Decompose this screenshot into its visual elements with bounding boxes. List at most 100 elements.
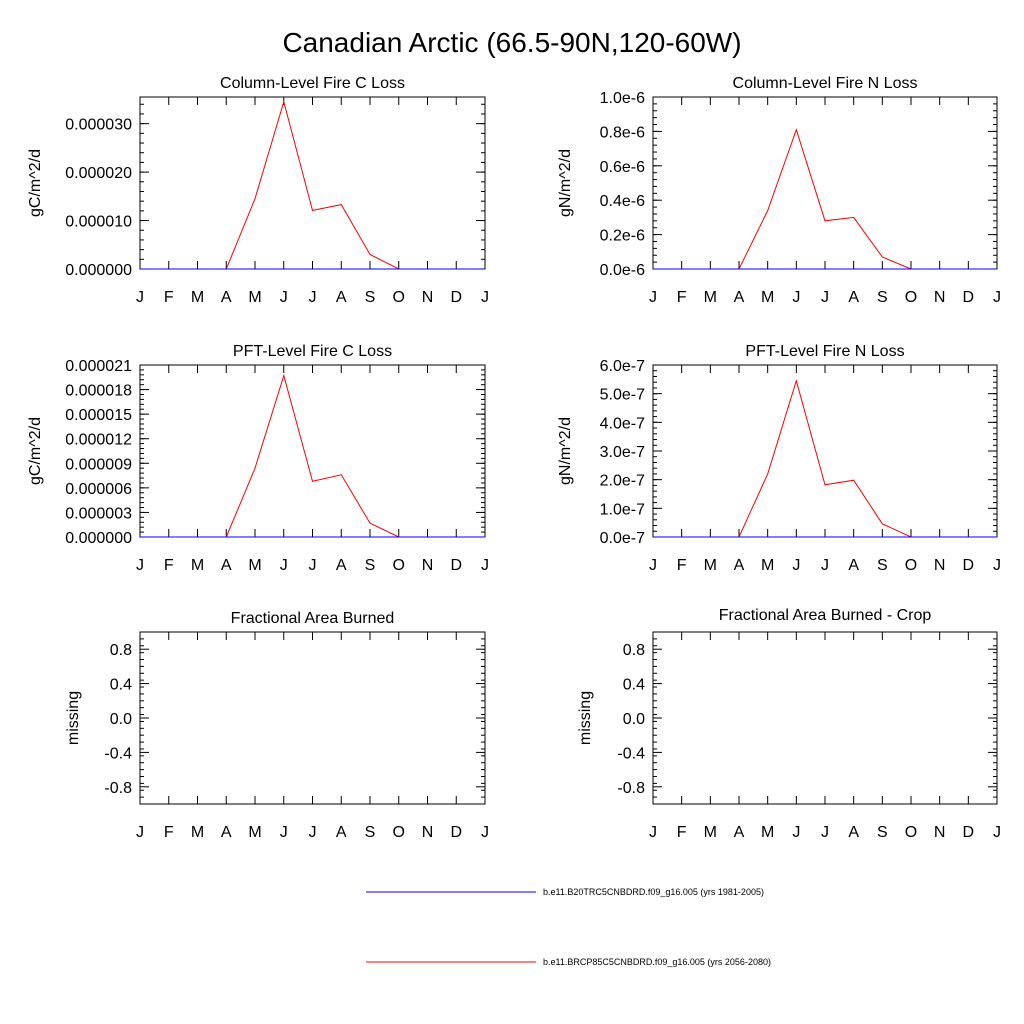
x-tick-label: F <box>164 824 174 841</box>
y-tick-label: 0.0 <box>623 711 645 728</box>
x-tick-label: J <box>280 557 288 574</box>
x-tick-label: D <box>450 557 462 574</box>
y-tick-label: 5.0e-7 <box>600 387 645 404</box>
x-tick-label: J <box>792 824 800 841</box>
x-tick-label: M <box>191 557 204 574</box>
panel-title: Column-Level Fire N Loss <box>733 75 918 92</box>
legend-entry: b.e11.B20TRC5CNBDRD.f09_g16.005 (yrs 198… <box>366 887 764 897</box>
x-tick-label: S <box>365 824 376 841</box>
x-tick-label: A <box>848 557 859 574</box>
y-tick-label: 0.4e-6 <box>600 193 645 210</box>
x-tick-label: J <box>481 824 489 841</box>
y-axis-label: gN/m^2/d <box>557 417 574 485</box>
series-line <box>140 99 485 270</box>
series-line <box>653 128 997 270</box>
x-tick-label: A <box>221 557 232 574</box>
y-tick-label: 0.000000 <box>65 262 132 279</box>
x-tick-label: O <box>393 824 405 841</box>
x-tick-label: S <box>365 289 376 306</box>
x-tick-label: J <box>309 824 317 841</box>
x-tick-label: F <box>164 557 174 574</box>
y-tick-label: 0.8 <box>110 642 132 659</box>
y-tick-label: 0.4 <box>110 677 132 694</box>
y-tick-label: 0.000012 <box>65 432 132 449</box>
y-tick-label: 2.0e-7 <box>600 473 645 490</box>
series-line <box>653 379 997 538</box>
x-tick-label: J <box>136 824 144 841</box>
x-tick-label: M <box>191 289 204 306</box>
x-tick-label: D <box>963 289 975 306</box>
x-tick-label: D <box>963 557 975 574</box>
x-tick-label: J <box>649 289 657 306</box>
x-tick-label: O <box>905 289 917 306</box>
legend-entry: b.e11.BRCP85C5CNBDRD.f09_g16.005 (yrs 20… <box>366 957 771 967</box>
x-tick-label: N <box>422 289 434 306</box>
x-tick-label: O <box>905 824 917 841</box>
legend-label: b.e11.BRCP85C5CNBDRD.f09_g16.005 (yrs 20… <box>543 957 771 967</box>
y-axis-label: missing <box>65 691 82 745</box>
y-tick-label: 0.000015 <box>65 407 132 424</box>
y-axis-label: gC/m^2/d <box>27 417 44 485</box>
x-tick-label: J <box>136 557 144 574</box>
x-tick-label: S <box>365 557 376 574</box>
x-tick-label: J <box>649 824 657 841</box>
y-tick-label: 1.0e-7 <box>600 501 645 518</box>
plot-frame <box>652 631 998 805</box>
x-tick-label: F <box>677 557 687 574</box>
legend: b.e11.B20TRC5CNBDRD.f09_g16.005 (yrs 198… <box>366 887 771 967</box>
y-tick-label: 4.0e-7 <box>600 415 645 432</box>
x-tick-label: N <box>422 557 434 574</box>
x-tick-label: J <box>993 289 1001 306</box>
x-tick-label: N <box>934 557 946 574</box>
panel-title: PFT-Level Fire N Loss <box>745 343 904 360</box>
panel-title: Fractional Area Burned <box>231 610 395 627</box>
x-tick-label: D <box>450 824 462 841</box>
x-tick-label: N <box>422 824 434 841</box>
y-tick-label: 0.000000 <box>65 530 132 547</box>
x-tick-label: M <box>761 557 774 574</box>
x-tick-label: A <box>734 557 745 574</box>
y-tick-label: 0.0 <box>110 711 132 728</box>
x-tick-label: A <box>336 289 347 306</box>
x-tick-label: A <box>848 824 859 841</box>
y-tick-label: 0.6e-6 <box>600 159 645 176</box>
x-tick-label: J <box>280 289 288 306</box>
main-title: Canadian Arctic (66.5-90N,120-60W) <box>282 27 741 58</box>
x-tick-label: J <box>792 557 800 574</box>
y-tick-label: -0.4 <box>617 745 645 762</box>
plot-frame <box>139 631 486 805</box>
y-axis-label: gN/m^2/d <box>557 149 574 217</box>
x-tick-label: M <box>761 289 774 306</box>
x-tick-label: J <box>280 824 288 841</box>
x-tick-label: J <box>821 824 829 841</box>
x-tick-label: S <box>877 824 888 841</box>
x-tick-label: M <box>704 289 717 306</box>
x-tick-label: N <box>934 824 946 841</box>
y-tick-label: -0.8 <box>617 780 645 797</box>
y-tick-label: 3.0e-7 <box>600 444 645 461</box>
x-tick-label: D <box>963 824 975 841</box>
y-axis-label: gC/m^2/d <box>27 149 44 217</box>
x-tick-label: A <box>734 824 745 841</box>
plot-frame <box>139 96 486 270</box>
x-tick-label: F <box>164 289 174 306</box>
y-tick-label: 0.000020 <box>65 165 132 182</box>
x-tick-label: M <box>191 824 204 841</box>
x-tick-label: A <box>221 824 232 841</box>
y-tick-label: 0.000021 <box>65 358 132 375</box>
plot-frame <box>139 364 486 538</box>
x-tick-label: J <box>821 557 829 574</box>
y-tick-label: 0.000030 <box>65 117 132 134</box>
x-tick-label: J <box>481 289 489 306</box>
x-tick-label: O <box>905 557 917 574</box>
x-tick-label: M <box>248 289 261 306</box>
y-tick-label: 0.0e-7 <box>600 530 645 547</box>
x-tick-label: J <box>993 557 1001 574</box>
plot-frame <box>652 364 998 538</box>
x-tick-label: S <box>877 289 888 306</box>
x-tick-label: M <box>248 824 261 841</box>
